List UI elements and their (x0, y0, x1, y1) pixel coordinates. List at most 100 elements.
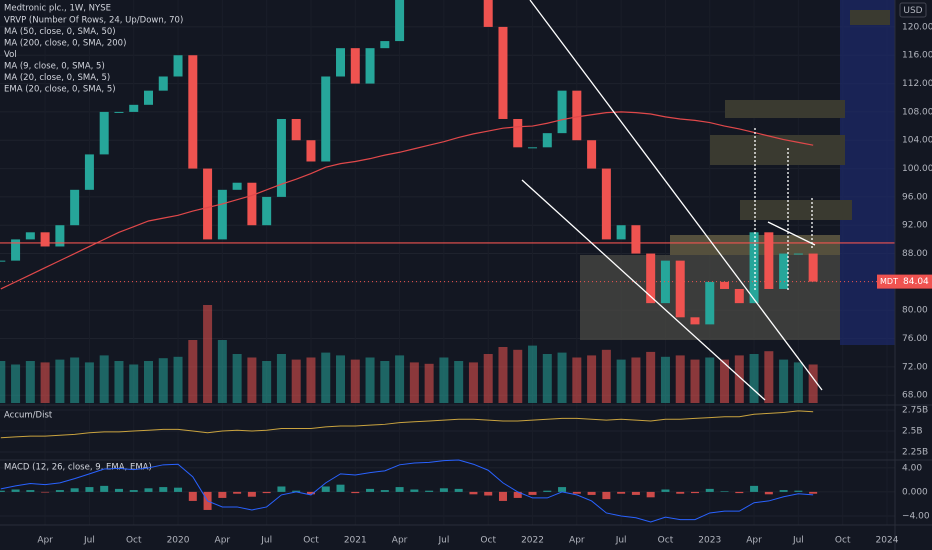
y-tick-label: 72.00 (902, 362, 928, 372)
volume-bar (779, 359, 789, 403)
volume-bar (365, 357, 375, 403)
y-tick-label: 120.00 (902, 22, 932, 32)
candle (0, 260, 6, 262)
candle (631, 225, 641, 254)
volume-bar (616, 359, 626, 403)
x-tick-label: Apr (569, 536, 585, 546)
ma200-line (0, 111, 814, 290)
legend-item: Vol (4, 50, 17, 60)
macd-bar (410, 489, 419, 492)
candle (129, 104, 139, 112)
ad-title: Accum/Dist (4, 411, 53, 421)
volume-bar (114, 361, 124, 403)
symbol-label: MDT (880, 277, 898, 286)
macd-bar (129, 490, 138, 492)
macd-bar (366, 488, 375, 492)
macd-title: MACD (12, 26, close, 9, EMA, EMA) (4, 463, 152, 473)
candle (70, 189, 80, 226)
x-tick-label: Oct (835, 536, 851, 546)
macd-bar (321, 486, 330, 492)
volume-bar (11, 364, 21, 403)
candle (749, 232, 759, 304)
macd-bar (0, 490, 5, 492)
profile-box (740, 200, 852, 220)
volume-bar (542, 354, 552, 403)
price-pane (0, 0, 895, 325)
volume-bar (528, 345, 538, 403)
macd-bar (809, 491, 818, 494)
volume-bar (188, 340, 198, 403)
volume (0, 305, 818, 403)
lower-panes (0, 410, 818, 523)
macd-bar (779, 490, 788, 492)
x-tick-label: 2021 (344, 536, 367, 546)
candle (144, 90, 153, 105)
macd-bar (469, 491, 478, 495)
volume-bar (380, 361, 390, 403)
volume-bar (720, 359, 730, 403)
candle (247, 182, 257, 226)
volume-bar (25, 361, 35, 403)
volume-bar (660, 356, 670, 403)
candle (365, 48, 375, 84)
volume-bar (321, 352, 331, 403)
volume-bar (247, 357, 257, 403)
candle (779, 253, 789, 289)
volume-bar (675, 355, 685, 403)
x-tick-label: Jul (437, 536, 449, 546)
y-tick-label: 4.00 (902, 463, 922, 473)
candle (40, 232, 50, 247)
candle (55, 225, 65, 247)
y-tick-label: −4.00 (902, 511, 930, 521)
candle (395, 0, 405, 42)
candle (203, 168, 213, 240)
candle (675, 260, 685, 318)
volume-bar (0, 361, 6, 403)
macd-bar (159, 487, 168, 492)
macd-bar (484, 491, 493, 496)
macd-bar (188, 491, 197, 501)
candle (232, 182, 242, 190)
ad-line (0, 410, 814, 439)
y-tick-label: 112.00 (902, 79, 932, 89)
legend-item: EMA (20, close, 0, SMA, 5) (4, 85, 116, 95)
x-tick-label: 2022 (521, 536, 544, 546)
x-tick-label: Jul (260, 536, 272, 546)
trendlines (521, 0, 823, 401)
legend-item: MA (9, close, 0, SMA, 5) (4, 62, 105, 72)
candle (646, 253, 656, 304)
candle (587, 140, 597, 169)
trendline (521, 179, 766, 401)
x-tick-label: Apr (215, 536, 231, 546)
macd-bar (602, 491, 611, 500)
profile-area (840, 0, 895, 345)
candle (764, 232, 774, 289)
volume-bar (129, 364, 139, 403)
x-tick-label: Jul (83, 536, 95, 546)
volume-bar (40, 362, 50, 403)
volume-bar (262, 361, 272, 403)
profile-box (725, 100, 845, 118)
macd-bar (720, 491, 729, 492)
candle (793, 253, 803, 255)
macd-bar (646, 491, 655, 498)
macd-bar (750, 485, 759, 492)
macd-bar (587, 491, 596, 495)
macd-bar (55, 490, 64, 492)
volume-bar (217, 340, 227, 403)
x-tick-label: Apr (392, 536, 408, 546)
volume-bar (705, 357, 715, 403)
candle (11, 239, 21, 261)
candle (217, 189, 227, 240)
volume-bar (291, 359, 301, 403)
volume-bar (203, 305, 213, 403)
candle (188, 55, 198, 169)
macd-bar (439, 488, 448, 492)
candle (262, 196, 272, 226)
candle (99, 111, 109, 155)
candle (84, 154, 94, 190)
macd-bar (528, 491, 537, 495)
macd-bar (395, 487, 404, 492)
macd-bar (513, 491, 522, 498)
